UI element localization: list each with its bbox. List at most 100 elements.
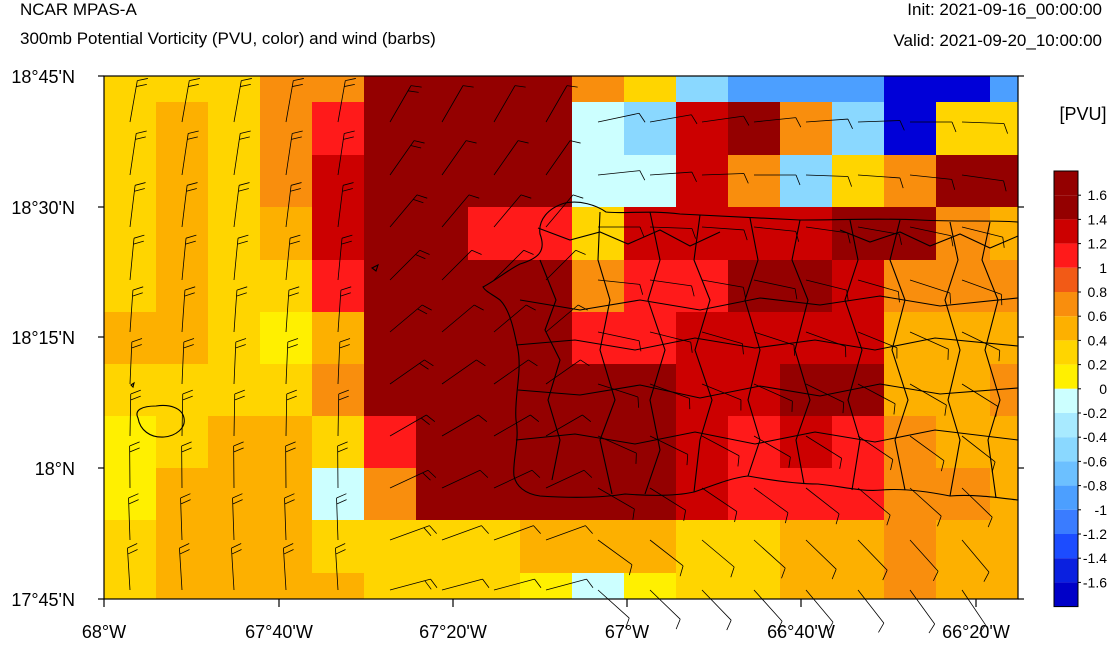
wind-barb (545, 359, 590, 385)
pv-cell (884, 468, 936, 520)
pv-cell (156, 364, 208, 416)
pv-cell (364, 520, 416, 573)
colorbar-label: -1.4 (1083, 550, 1107, 566)
colorbar-label: -0.8 (1083, 478, 1107, 494)
wind-barb (753, 589, 783, 632)
pv-cell (260, 207, 312, 260)
pv-cell (520, 76, 572, 102)
colorbar-swatch (1054, 558, 1078, 583)
wind-barb (910, 121, 957, 133)
wind-barb (285, 234, 301, 281)
wind-barb (857, 331, 898, 359)
pv-cells (104, 76, 1018, 599)
wind-barb (805, 279, 849, 301)
pv-cell (832, 207, 884, 260)
pv-cell (990, 573, 1018, 599)
wind-barb (181, 441, 192, 489)
pv-cell (780, 102, 832, 155)
wind-barb (805, 226, 851, 244)
pv-cell (468, 364, 520, 416)
wind-barb (649, 114, 698, 125)
pv-cell (936, 312, 990, 364)
wind-barb (181, 130, 199, 176)
pv-cell (936, 76, 990, 102)
wind-barb (805, 589, 834, 632)
pv-cell (364, 207, 416, 260)
pv-cell (364, 102, 416, 155)
wind-barb (233, 286, 248, 333)
colorbar-label: 1 (1099, 260, 1107, 276)
colorbar-swatch (1054, 340, 1078, 365)
pv-cell (156, 312, 208, 364)
wind-barb (493, 359, 538, 385)
wind-barb (961, 539, 990, 582)
pv-cell (468, 76, 520, 102)
wind-barb (389, 469, 437, 489)
colorbar-label: 0.8 (1088, 284, 1108, 300)
pv-cell (208, 364, 260, 416)
pv-cell (208, 207, 260, 260)
wind-barb (857, 174, 904, 189)
coastline-and-borders (130, 201, 1019, 501)
wind-barb (441, 304, 484, 333)
wind-barb (701, 226, 748, 241)
pv-cell (728, 76, 780, 102)
valid-time: Valid: 2021-09-20_10:00:00 (893, 31, 1102, 50)
pv-cell (364, 155, 416, 207)
wind-barb (181, 78, 200, 123)
pv-cell (990, 520, 1018, 573)
pv-cell (728, 364, 780, 416)
wind-barb (389, 249, 430, 281)
pv-cell (936, 364, 990, 416)
colorbar-swatch (1054, 509, 1078, 534)
wind-barb (649, 539, 684, 577)
colorbar-swatch (1054, 534, 1078, 559)
mona-island-outline (136, 404, 185, 438)
colorbar-label: -1 (1095, 502, 1108, 518)
pv-cell (520, 207, 572, 260)
pv-cell (728, 207, 780, 260)
pv-cell (260, 102, 312, 155)
pv-cell (260, 260, 312, 312)
wind-barb (285, 389, 297, 437)
wind-barb (129, 234, 145, 281)
wind-barb (545, 578, 594, 591)
colorbar-label: 0 (1099, 381, 1107, 397)
wind-barb (493, 249, 534, 281)
pv-cell (990, 468, 1018, 520)
wind-barb (493, 469, 541, 489)
pv-cell (832, 102, 884, 155)
wind-barb (181, 286, 196, 333)
pv-cell (520, 102, 572, 155)
wind-barb (337, 78, 356, 123)
wind-barb (754, 174, 801, 186)
wind-barb (233, 182, 250, 228)
wind-barb (179, 543, 190, 591)
lon-tick-label: 67°20'W (419, 622, 487, 642)
pv-cell (520, 155, 572, 207)
pv-cell (208, 260, 260, 312)
pv-cell (468, 520, 520, 573)
colorbar-unit-label: [PVU] (1059, 104, 1106, 124)
pv-cell (520, 416, 572, 468)
pv-cell (572, 260, 624, 312)
wind-barb (337, 389, 349, 437)
wind-barb (545, 249, 586, 281)
pv-cell (624, 102, 676, 155)
pv-cell (676, 76, 728, 102)
pv-cell (676, 416, 728, 468)
pv-cell (312, 155, 364, 207)
pv-cell (832, 468, 884, 520)
pv-cell (260, 76, 312, 102)
wind-barb (961, 121, 1008, 134)
pv-cell (728, 520, 780, 573)
pv-cell (936, 260, 990, 312)
wind-barb (441, 525, 489, 541)
pv-cell (780, 207, 832, 260)
pv-cell (104, 155, 156, 207)
wind-barb (389, 414, 436, 437)
pv-cell (936, 520, 990, 573)
colorbar-swatch (1054, 195, 1078, 220)
pv-cell (884, 155, 936, 207)
colorbar-swatch (1054, 413, 1078, 438)
